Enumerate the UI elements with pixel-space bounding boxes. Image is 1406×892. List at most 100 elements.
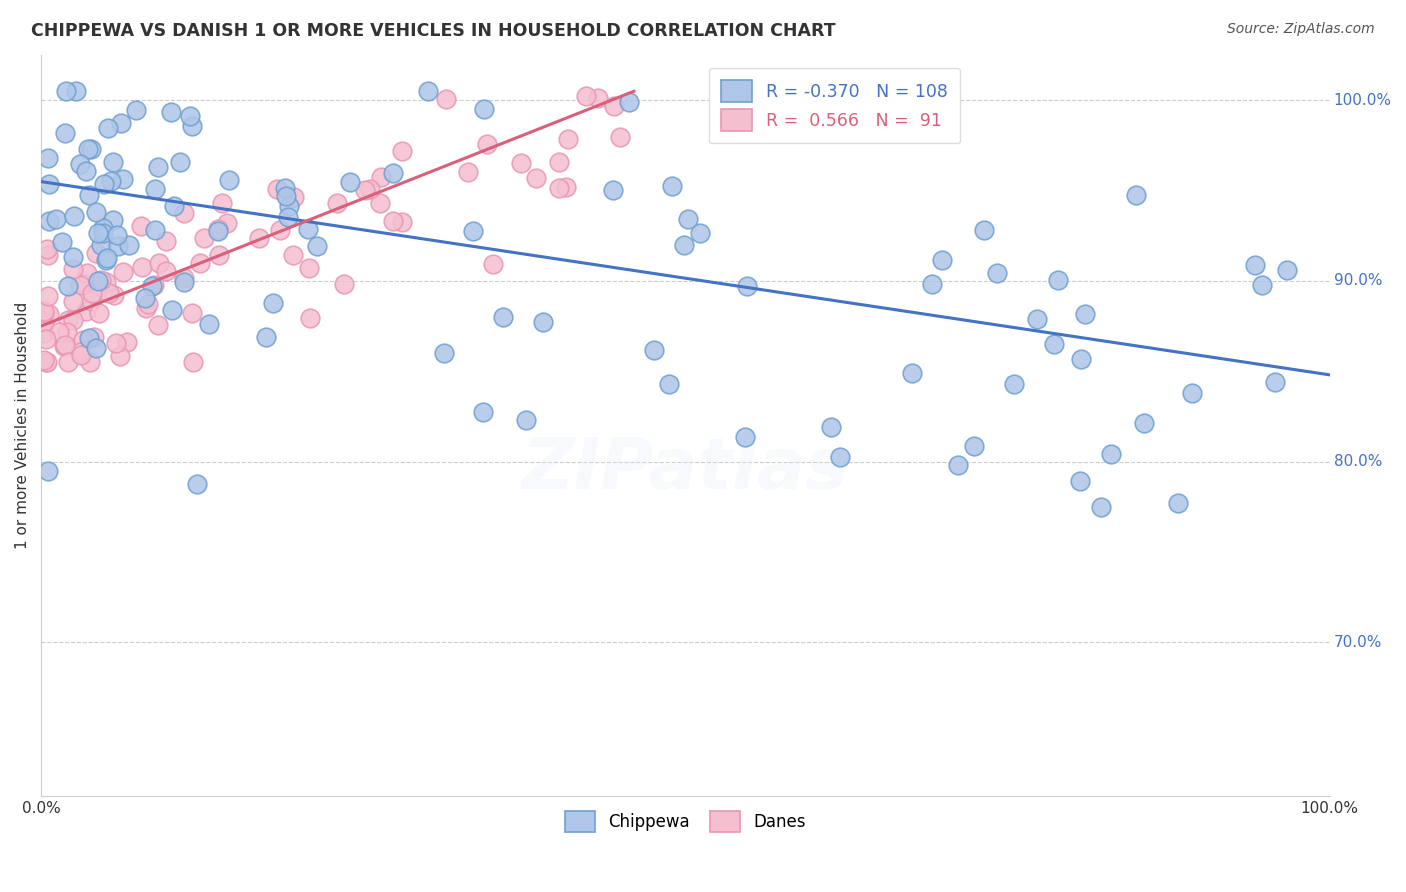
- Point: [80, 285, 103, 300]
- Point: [105, 336, 128, 351]
- Text: Source: ZipAtlas.com: Source: ZipAtlas.com: [1227, 22, 1375, 37]
- Point: [48, 325, 70, 339]
- Point: [617, 95, 640, 109]
- Point: [298, 260, 321, 275]
- Point: [1074, 307, 1097, 321]
- Point: [921, 277, 943, 291]
- Point: [62, 250, 84, 264]
- Point: [84, 342, 107, 356]
- Point: [602, 183, 624, 197]
- Point: [35, 355, 58, 369]
- Point: [433, 346, 456, 360]
- Point: [325, 196, 347, 211]
- Point: [1275, 263, 1298, 277]
- Point: [51, 235, 73, 250]
- Point: [266, 182, 288, 196]
- Point: [143, 182, 166, 196]
- Point: [160, 302, 183, 317]
- Point: [1043, 337, 1066, 351]
- Point: [354, 183, 377, 197]
- Point: [1133, 416, 1156, 430]
- Point: [211, 196, 233, 211]
- Point: [79, 143, 101, 157]
- Point: [141, 278, 163, 293]
- Point: [103, 288, 125, 302]
- Point: [87, 306, 110, 320]
- Point: [135, 301, 157, 315]
- Point: [305, 239, 328, 253]
- Point: [97, 285, 120, 300]
- Point: [218, 173, 240, 187]
- Point: [609, 129, 631, 144]
- Point: [734, 430, 756, 444]
- Point: [689, 226, 711, 240]
- Point: [737, 279, 759, 293]
- Point: [190, 256, 212, 270]
- Point: [492, 310, 515, 325]
- Point: [38, 177, 60, 191]
- Point: [77, 142, 100, 156]
- Point: [173, 205, 195, 219]
- Point: [274, 189, 297, 203]
- Point: [274, 181, 297, 195]
- Point: [32, 305, 55, 319]
- Point: [115, 334, 138, 349]
- Point: [173, 276, 195, 290]
- Point: [90, 238, 112, 252]
- Point: [118, 238, 141, 252]
- Point: [299, 310, 322, 325]
- Point: [524, 170, 547, 185]
- Point: [173, 270, 195, 285]
- Point: [32, 304, 55, 318]
- Point: [94, 253, 117, 268]
- Point: [283, 190, 305, 204]
- Point: [96, 252, 118, 266]
- Point: [69, 157, 91, 171]
- Point: [35, 242, 58, 256]
- Point: [107, 227, 129, 242]
- Point: [62, 293, 84, 308]
- Point: [35, 332, 58, 346]
- Point: [107, 238, 129, 252]
- Point: [136, 297, 159, 311]
- Point: [339, 175, 361, 189]
- Point: [1025, 312, 1047, 326]
- Point: [72, 277, 94, 291]
- Point: [63, 209, 86, 223]
- Point: [169, 155, 191, 169]
- Point: [86, 245, 108, 260]
- Point: [93, 177, 115, 191]
- Point: [83, 330, 105, 344]
- Point: [179, 109, 201, 123]
- Point: [509, 156, 531, 170]
- Point: [37, 248, 59, 262]
- Point: [69, 345, 91, 359]
- Point: [262, 296, 284, 310]
- Point: [208, 248, 231, 262]
- Point: [56, 312, 79, 326]
- Point: [207, 224, 229, 238]
- Point: [86, 226, 108, 240]
- Point: [643, 343, 665, 357]
- Point: [370, 169, 392, 184]
- Point: [1069, 475, 1091, 489]
- Point: [1181, 386, 1204, 401]
- Point: [76, 266, 98, 280]
- Point: [32, 315, 55, 329]
- Point: [557, 132, 579, 146]
- Point: [382, 166, 405, 180]
- Point: [143, 277, 166, 292]
- Point: [32, 352, 55, 367]
- Point: [603, 99, 626, 113]
- Point: [457, 165, 479, 179]
- Point: [86, 205, 108, 219]
- Point: [125, 103, 148, 117]
- Point: [79, 355, 101, 369]
- Point: [215, 216, 238, 230]
- Point: [247, 231, 270, 245]
- Point: [1264, 376, 1286, 390]
- Point: [32, 326, 55, 340]
- Point: [661, 178, 683, 193]
- Point: [87, 274, 110, 288]
- Point: [1125, 187, 1147, 202]
